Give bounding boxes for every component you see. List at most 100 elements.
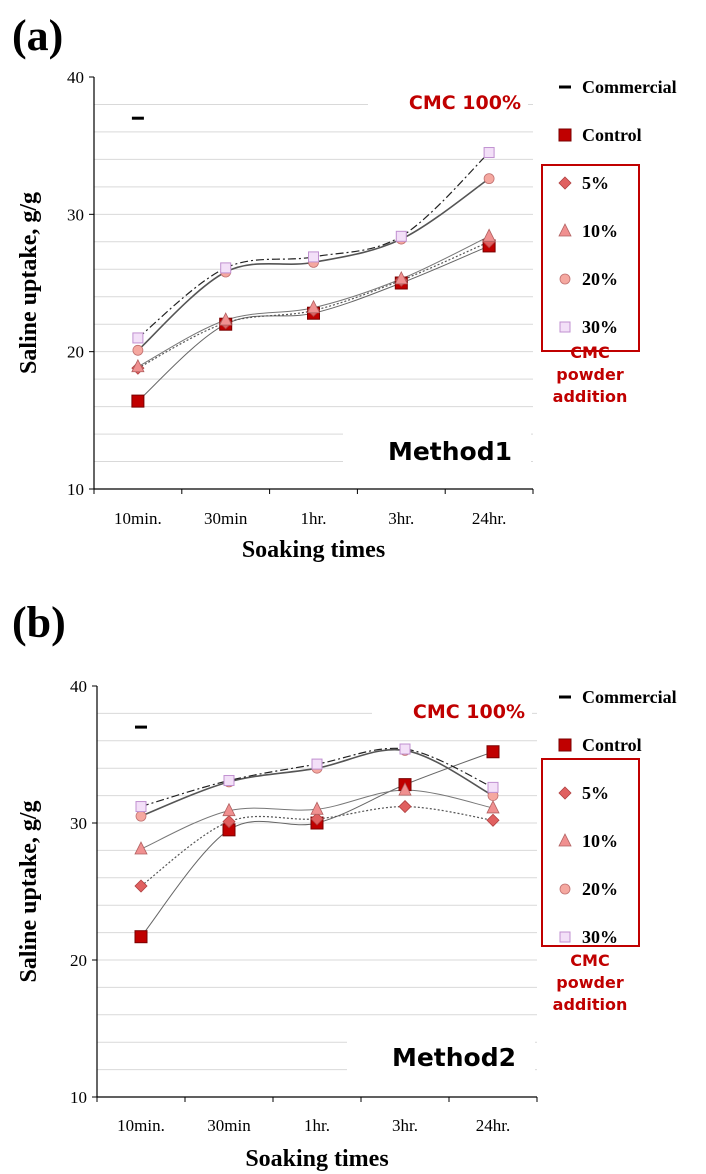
data-point — [308, 251, 319, 263]
data-point — [131, 358, 145, 373]
x-tick-label: 3hr. — [392, 1116, 418, 1135]
legend-marker — [558, 786, 572, 800]
legend-label: 20% — [582, 269, 618, 289]
legend-marker — [559, 273, 571, 285]
data-point — [222, 802, 236, 817]
series-line — [137, 152, 490, 339]
legend-label: 5% — [582, 173, 609, 193]
y-tick-label: 10 — [70, 1088, 87, 1107]
powder-addition-note: CMC — [570, 343, 609, 362]
data-point — [223, 775, 235, 787]
data-point — [399, 743, 411, 755]
y-axis-title: Saline uptake, g/g — [16, 800, 42, 982]
method-label: Method1 — [388, 437, 512, 466]
legend-label: 5% — [582, 783, 609, 803]
series-line — [140, 805, 494, 887]
annotation-background — [368, 85, 528, 119]
data-point — [134, 879, 148, 893]
data-point — [486, 745, 500, 759]
legend-label: Commercial — [582, 687, 677, 707]
data-point — [219, 312, 233, 326]
series-line — [137, 241, 490, 369]
data-point — [310, 801, 324, 815]
legend-marker — [558, 128, 572, 142]
series-line — [140, 747, 494, 808]
legend-marker — [559, 931, 571, 943]
data-point — [135, 801, 147, 813]
data-point — [394, 270, 408, 285]
legend-label: 30% — [582, 317, 618, 337]
powder-addition-note: addition — [553, 995, 628, 1014]
data-point — [220, 262, 232, 274]
data-point — [311, 758, 323, 770]
legend-marker — [558, 738, 572, 752]
data-point — [398, 799, 412, 814]
powder-addition-note: addition — [553, 387, 628, 406]
x-tick-label: 24hr. — [476, 1116, 510, 1135]
legend-label: Commercial — [582, 77, 677, 97]
legend-marker — [559, 883, 571, 895]
method-label: Method2 — [392, 1043, 516, 1072]
x-tick-label: 30min — [207, 1116, 251, 1135]
x-tick-label: 3hr. — [388, 509, 414, 528]
x-tick-label: 10min. — [114, 509, 162, 528]
y-tick-label: 40 — [67, 68, 84, 87]
data-point — [131, 394, 145, 408]
data-point — [131, 116, 144, 120]
data-point — [483, 173, 495, 185]
data-point — [135, 725, 147, 729]
legend-marker — [558, 833, 572, 847]
data-point — [486, 813, 500, 827]
data-point — [310, 812, 324, 826]
legend-marker — [559, 695, 571, 699]
data-point — [395, 230, 407, 242]
data-point — [134, 930, 148, 944]
annotation-background — [372, 694, 532, 728]
x-axis-title: Soaking times — [245, 1146, 388, 1172]
legend-marker — [558, 176, 572, 190]
data-point — [135, 810, 147, 822]
data-point — [134, 841, 148, 855]
y-axis-title: Saline uptake, g/g — [16, 192, 42, 374]
y-tick-label: 30 — [67, 205, 84, 224]
y-tick-label: 40 — [70, 677, 87, 696]
powder-group-box — [541, 758, 640, 947]
legend-label: 20% — [582, 879, 618, 899]
panel-label: (b) — [12, 598, 66, 647]
powder-addition-note: powder — [556, 365, 624, 384]
data-point — [482, 228, 496, 242]
x-tick-label: 10min. — [117, 1116, 165, 1135]
legend-label: 30% — [582, 927, 618, 947]
legend-label: Control — [582, 125, 642, 145]
series-line — [140, 751, 494, 938]
data-point — [222, 815, 236, 829]
x-tick-label: 30min — [204, 509, 248, 528]
data-point — [306, 299, 321, 314]
data-point — [132, 344, 144, 356]
x-tick-label: 24hr. — [472, 509, 506, 528]
cmc-100-annotation: CMC 100% — [409, 92, 521, 114]
x-tick-label: 1hr. — [304, 1116, 330, 1135]
cmc-100-annotation: CMC 100% — [413, 701, 525, 723]
data-point — [483, 147, 495, 159]
y-tick-label: 10 — [67, 480, 84, 499]
x-axis-title: Soaking times — [242, 537, 385, 563]
y-tick-label: 20 — [67, 343, 84, 362]
legend-label: Control — [582, 735, 642, 755]
powder-group-box — [541, 164, 640, 352]
method-background — [347, 1032, 535, 1078]
data-point — [486, 800, 500, 814]
y-tick-label: 30 — [70, 814, 87, 833]
legend-label: 10% — [582, 221, 618, 241]
data-point — [132, 332, 144, 344]
method-background — [343, 426, 531, 472]
data-point — [398, 782, 412, 796]
legend-marker — [559, 321, 571, 333]
y-tick-label: 20 — [70, 951, 87, 970]
x-tick-label: 1hr. — [301, 509, 327, 528]
legend-marker — [559, 85, 571, 89]
legend-marker — [558, 223, 572, 237]
powder-addition-note: powder — [556, 973, 624, 992]
powder-addition-note: CMC — [570, 951, 609, 970]
